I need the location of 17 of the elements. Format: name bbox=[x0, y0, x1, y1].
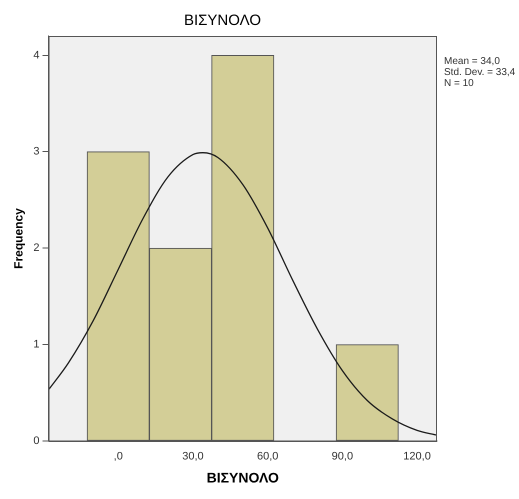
y-tick-label: 3 bbox=[33, 146, 40, 158]
x-tick-label: 60,0 bbox=[256, 450, 278, 463]
x-tick-label: 120,0 bbox=[403, 450, 431, 463]
text: Mean = 34,0 bbox=[444, 56, 500, 67]
chart-title: ΒΙΣΥΝΟΛΟ bbox=[184, 12, 262, 30]
text: N = 10 bbox=[444, 78, 474, 89]
text: Std. Dev. = 33,4 bbox=[444, 66, 516, 78]
y-axis-title: Frequency bbox=[12, 208, 26, 269]
x-tick-label: 90,0 bbox=[332, 450, 354, 463]
x-tick-label: ,0 bbox=[114, 450, 123, 463]
x-axis-title: ΒΙΣΥΝΟΛΟ bbox=[206, 469, 279, 486]
y-tick-label: 2 bbox=[33, 242, 40, 254]
y-tick-label: 1 bbox=[33, 338, 40, 351]
line-series bbox=[48, 152, 437, 436]
y-tick-label: 0 bbox=[33, 435, 40, 448]
y-tick-label: 4 bbox=[33, 49, 40, 62]
x-tick-label: 30,0 bbox=[182, 450, 204, 463]
